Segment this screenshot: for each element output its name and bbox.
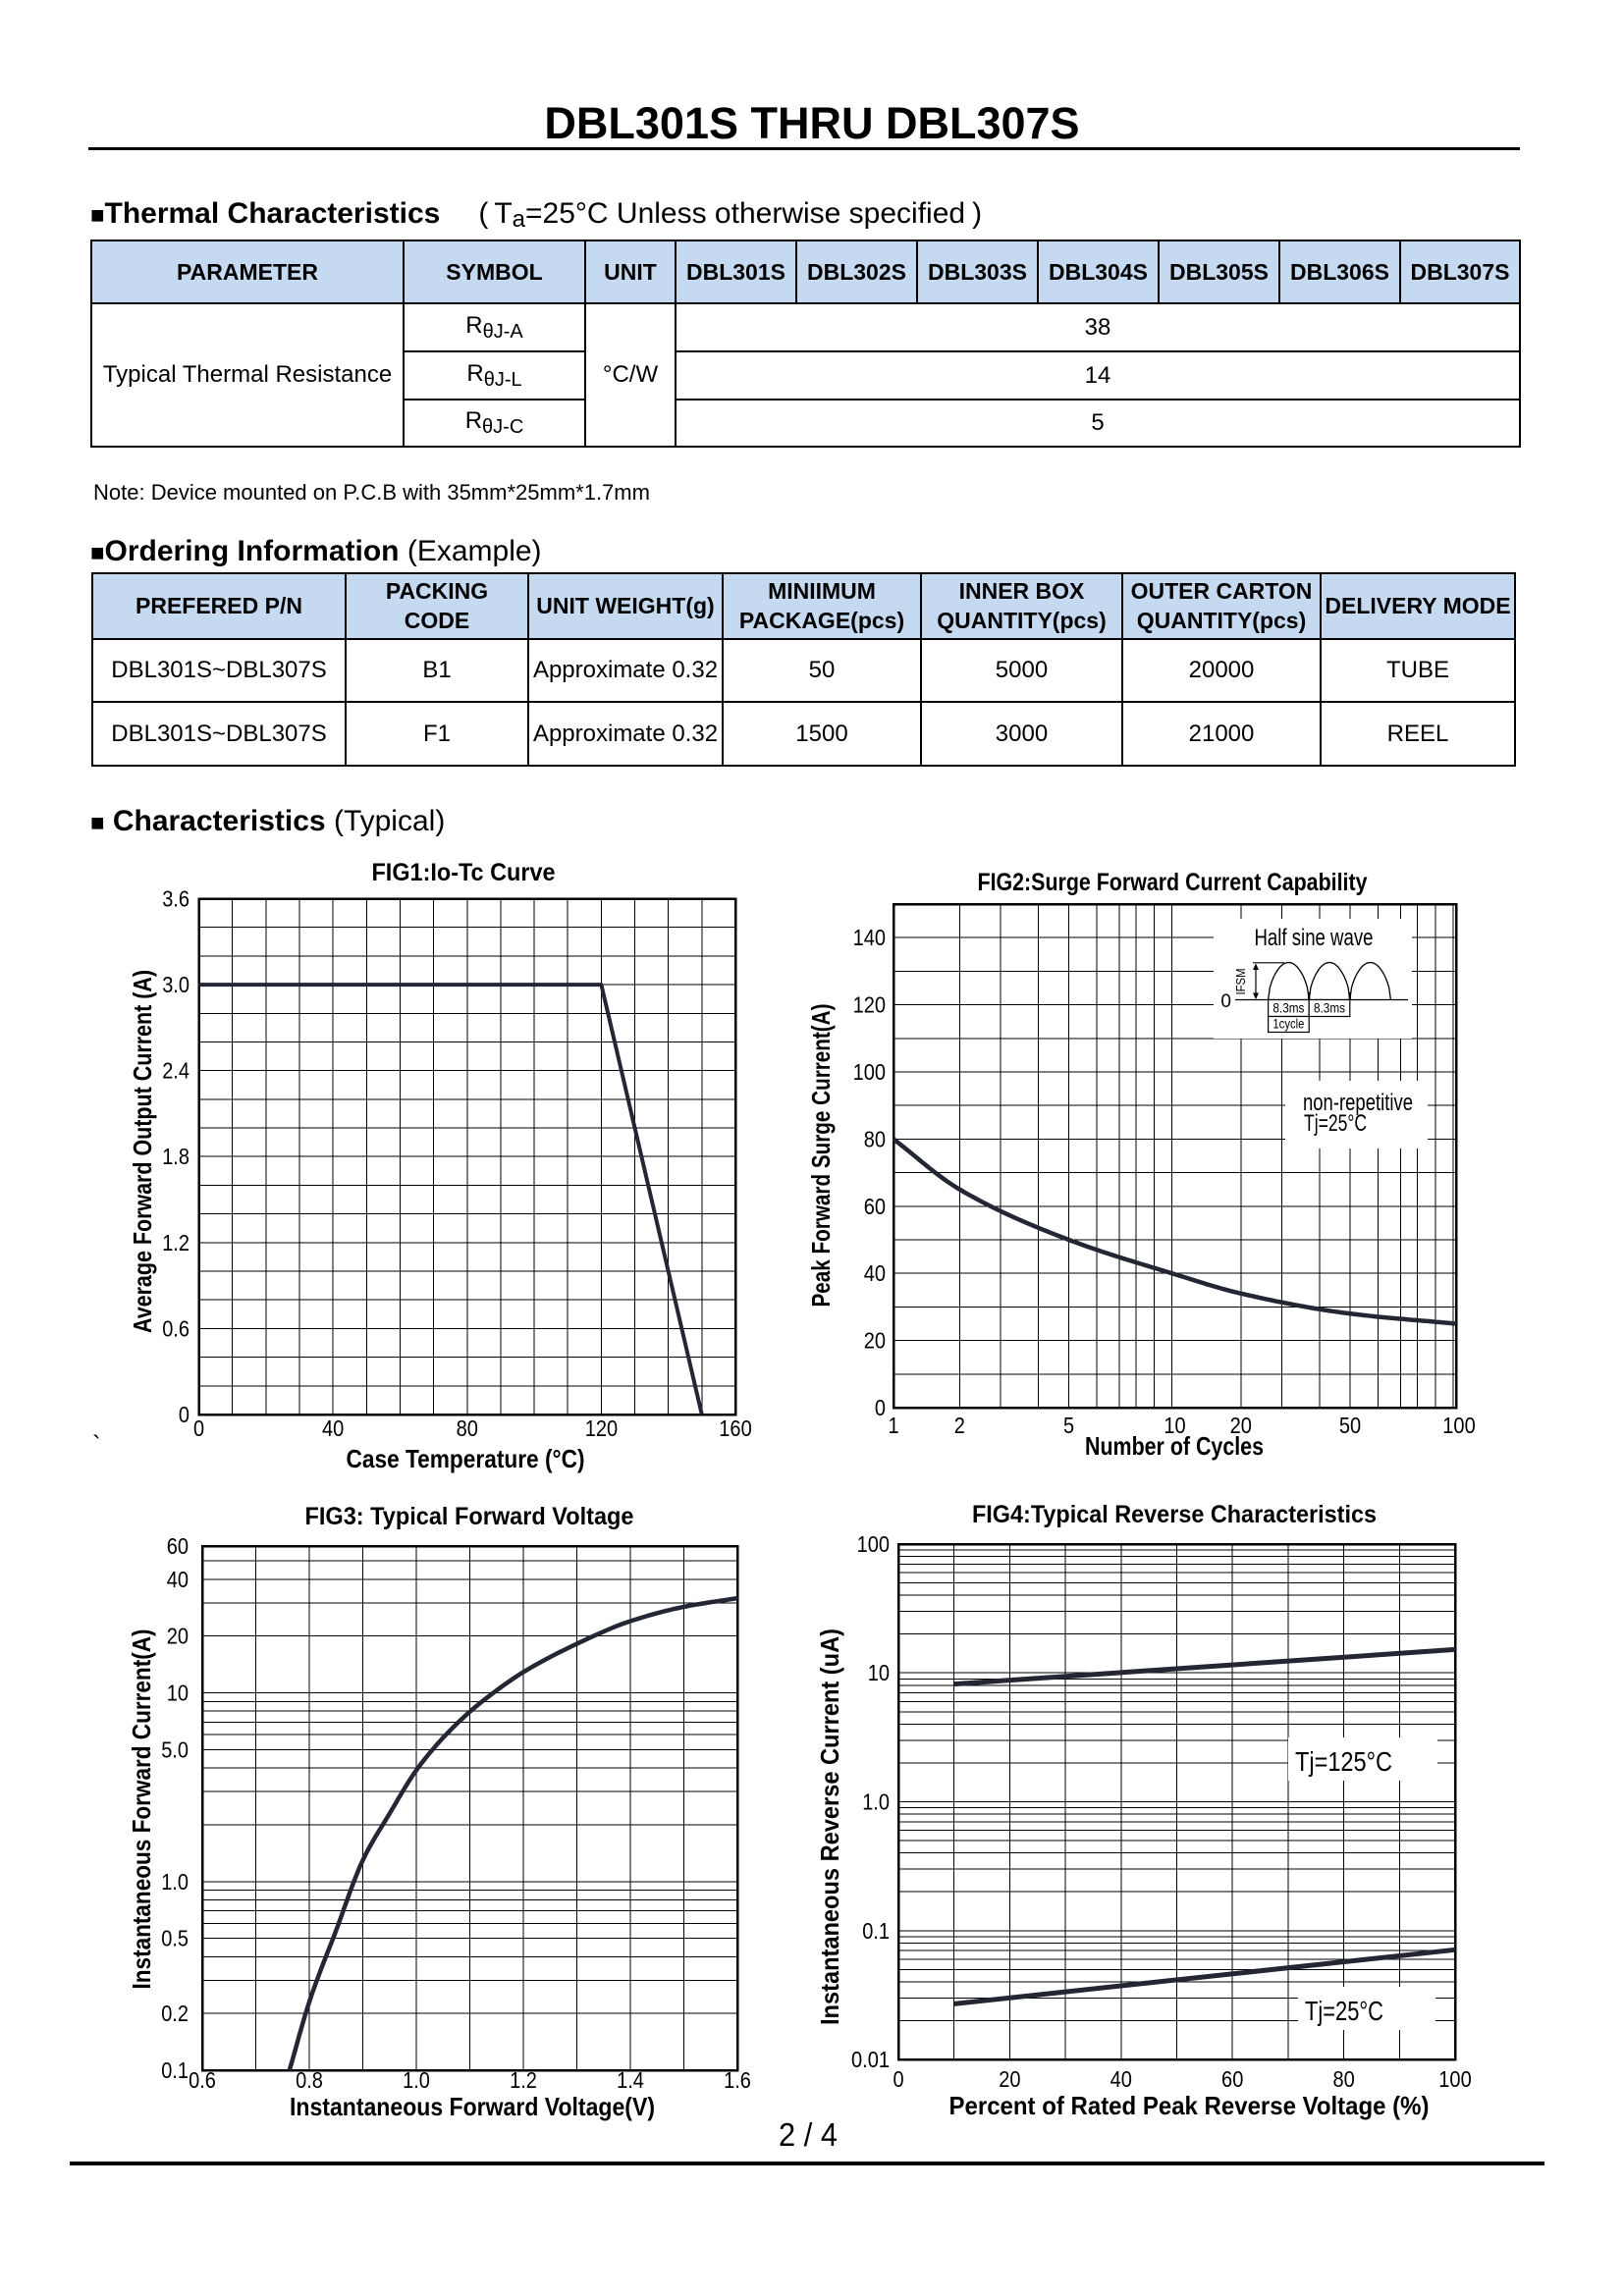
svg-text:Percent of Rated Peak Reverse: Percent of Rated Peak Reverse Voltage (%… — [949, 2091, 1430, 2120]
svg-text:0.8: 0.8 — [296, 2067, 323, 2093]
svg-text:Instantaneous Forward Voltage(: Instantaneous Forward Voltage(V) — [290, 2092, 655, 2121]
svg-text:20: 20 — [999, 2066, 1020, 2092]
svg-text:80: 80 — [864, 1126, 886, 1151]
svg-text:0: 0 — [893, 2066, 903, 2092]
svg-text:FIG4:Typical Reverse Character: FIG4:Typical Reverse Characteristics — [972, 1501, 1377, 1528]
svg-text:1.2: 1.2 — [510, 2067, 537, 2093]
svg-text:Instantaneous Forward Current(: Instantaneous Forward Current(A) — [127, 1629, 156, 1990]
svg-text:0: 0 — [179, 1402, 189, 1427]
svg-text:1.4: 1.4 — [617, 2067, 644, 2093]
svg-text:100: 100 — [1442, 1413, 1475, 1438]
svg-text:1.2: 1.2 — [162, 1230, 189, 1255]
svg-text:0: 0 — [875, 1395, 886, 1420]
svg-text:1.8: 1.8 — [162, 1144, 189, 1169]
svg-text:20: 20 — [1230, 1413, 1252, 1438]
svg-text:1.0: 1.0 — [403, 2067, 430, 2093]
svg-text:0.01: 0.01 — [851, 2047, 890, 2072]
svg-text:Average Forward Output Current: Average Forward Output Current (A) — [128, 970, 157, 1333]
svg-text:60: 60 — [864, 1194, 886, 1219]
svg-text:10: 10 — [1164, 1413, 1185, 1438]
svg-text:40: 40 — [1110, 2066, 1132, 2092]
svg-text:2 / 4: 2 / 4 — [779, 2116, 838, 2153]
svg-text:1.0: 1.0 — [862, 1789, 890, 1815]
svg-text:50: 50 — [1339, 1413, 1361, 1438]
svg-text:60: 60 — [167, 1533, 189, 1559]
svg-text:Tj=25°C: Tj=25°C — [1304, 1110, 1367, 1137]
svg-text:0.6: 0.6 — [162, 1315, 189, 1341]
svg-text:3.0: 3.0 — [162, 972, 189, 997]
svg-text:Case Temperature (°C): Case Temperature (°C) — [347, 1444, 585, 1473]
svg-text:0.1: 0.1 — [862, 1918, 890, 1944]
svg-text:20: 20 — [864, 1328, 886, 1354]
svg-text:0.2: 0.2 — [161, 2001, 189, 2026]
svg-text:0.1: 0.1 — [161, 2057, 189, 2083]
svg-text:10: 10 — [167, 1681, 189, 1706]
svg-text:40: 40 — [322, 1415, 344, 1441]
svg-text:0: 0 — [193, 1415, 204, 1441]
svg-text:2: 2 — [954, 1413, 965, 1438]
svg-text:FIG2:Surge Forward Current Cap: FIG2:Surge Forward Current Capability — [978, 869, 1368, 896]
svg-text:20: 20 — [167, 1624, 189, 1649]
svg-text:3.6: 3.6 — [162, 886, 189, 912]
svg-text:120: 120 — [585, 1415, 618, 1441]
svg-text:1.6: 1.6 — [724, 2067, 751, 2093]
svg-text:Tj=125°C: Tj=125°C — [1295, 1746, 1392, 1777]
svg-text:1.0: 1.0 — [161, 1869, 189, 1895]
svg-text:1: 1 — [888, 1413, 898, 1438]
svg-text:FIG1:Io-Tc Curve: FIG1:Io-Tc Curve — [372, 859, 556, 886]
svg-text:40: 40 — [864, 1260, 886, 1286]
svg-text:100: 100 — [857, 1531, 890, 1557]
svg-text:160: 160 — [719, 1415, 751, 1441]
svg-text:Number of Cycles: Number of Cycles — [1085, 1431, 1264, 1461]
svg-text:FIG3: Typical Forward Voltage: FIG3: Typical Forward Voltage — [305, 1503, 634, 1530]
svg-text:60: 60 — [1221, 2066, 1243, 2092]
svg-text:100: 100 — [853, 1059, 886, 1085]
svg-text:2.4: 2.4 — [162, 1058, 189, 1084]
svg-text:8.3ms: 8.3ms — [1272, 1000, 1304, 1016]
svg-text:5: 5 — [1063, 1413, 1074, 1438]
svg-text:40: 40 — [167, 1567, 189, 1592]
svg-text:Instantaneous Reverse Current: Instantaneous Reverse Current (uA) — [815, 1629, 844, 2025]
svg-text:IFSM: IFSM — [1233, 969, 1248, 995]
svg-text:0.5: 0.5 — [161, 1926, 189, 1951]
svg-text:80: 80 — [457, 1415, 478, 1441]
svg-text:1cycle: 1cycle — [1272, 1016, 1304, 1032]
svg-text:non-repetitive: non-repetitive — [1303, 1090, 1413, 1116]
svg-text:8.3ms: 8.3ms — [1314, 1000, 1345, 1016]
svg-text:120: 120 — [853, 992, 886, 1018]
svg-text:0: 0 — [1220, 991, 1231, 1012]
svg-text:10: 10 — [868, 1660, 890, 1685]
svg-text:Tj=25°C: Tj=25°C — [1305, 1996, 1383, 2026]
svg-text:Peak Forward Surge Current(A): Peak Forward Surge Current(A) — [806, 1004, 836, 1308]
svg-text:0.6: 0.6 — [189, 2067, 216, 2093]
svg-text:100: 100 — [1438, 2066, 1471, 2092]
svg-text:80: 80 — [1332, 2066, 1354, 2092]
svg-text:5.0: 5.0 — [161, 1736, 189, 1762]
svg-text:`: ` — [92, 1430, 101, 1460]
svg-text:140: 140 — [853, 925, 886, 950]
svg-text:Half sine wave: Half sine wave — [1255, 925, 1374, 951]
